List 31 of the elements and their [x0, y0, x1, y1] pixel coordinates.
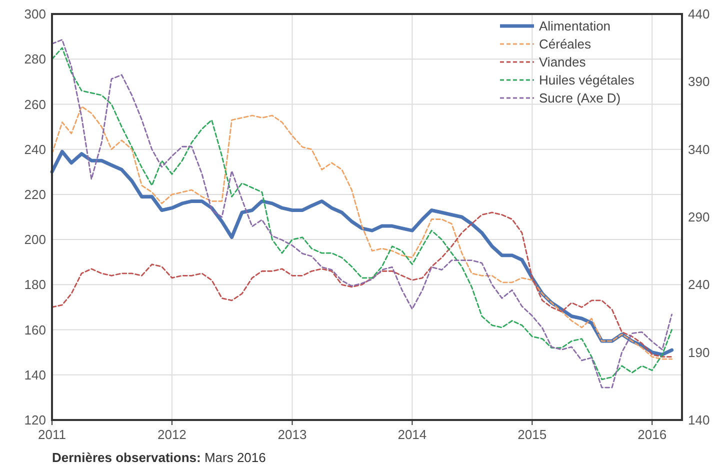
y-tick-label: 280: [24, 52, 46, 67]
text: Dernières observations: Mars 2016: [52, 450, 266, 465]
legend-label: Huiles végétales: [539, 72, 635, 88]
y-tick-label: 200: [24, 232, 46, 248]
y-tick-label: 220: [24, 186, 46, 202]
y2-tick-label: 290: [688, 210, 710, 225]
line-series: [51, 106, 673, 360]
y2-tick-label: 440: [688, 6, 710, 22]
y2-tick-label: 390: [688, 74, 710, 90]
y-tick-label: 180: [24, 277, 46, 292]
y2-tick-label: 140: [688, 412, 710, 428]
y-tick-label: 240: [24, 142, 46, 157]
line-series: [51, 212, 673, 358]
y2-tick-label: 190: [688, 344, 710, 360]
legend-label: Sucre (Axe D): [539, 90, 621, 106]
y-tick-label: 260: [24, 96, 46, 112]
legend-label: Céréales: [539, 36, 592, 52]
x-tick-label: 2011: [38, 427, 66, 442]
y2-tick-label: 340: [688, 142, 710, 157]
y-tick-label: 300: [24, 6, 46, 22]
legend-label: Alimentation: [539, 18, 611, 34]
y2-tick-label: 240: [688, 277, 710, 292]
x-tick-label: 2016: [638, 427, 667, 442]
x-tick-label: 2014: [398, 427, 427, 442]
x-tick-label: 2012: [157, 427, 186, 442]
y-tick-label: 140: [24, 367, 46, 382]
y-tick-label: 120: [24, 412, 46, 428]
legend-label: Viandes: [539, 54, 586, 70]
x-tick-label: 2013: [278, 427, 307, 442]
y-tick-label: 160: [24, 322, 46, 338]
x-tick-label: 2015: [518, 427, 547, 442]
